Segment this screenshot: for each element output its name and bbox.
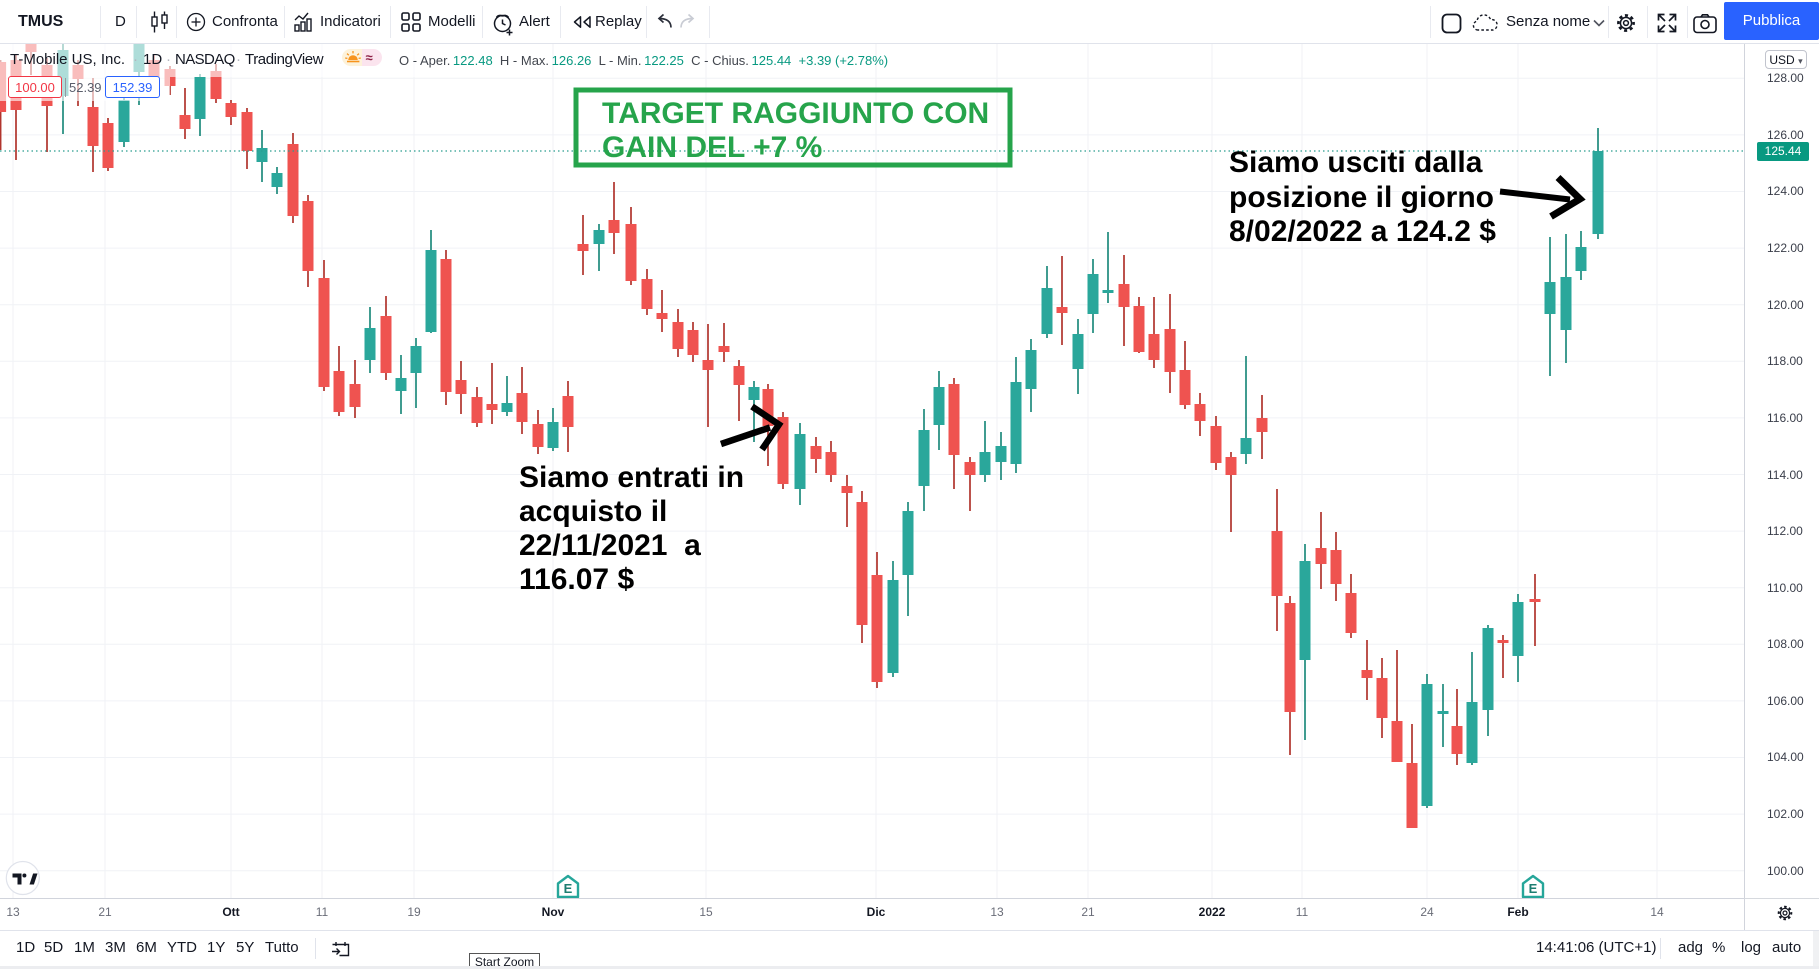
- svg-text:≈: ≈: [366, 50, 373, 65]
- svg-text:E: E: [1529, 881, 1538, 896]
- svg-text:E: E: [564, 881, 573, 896]
